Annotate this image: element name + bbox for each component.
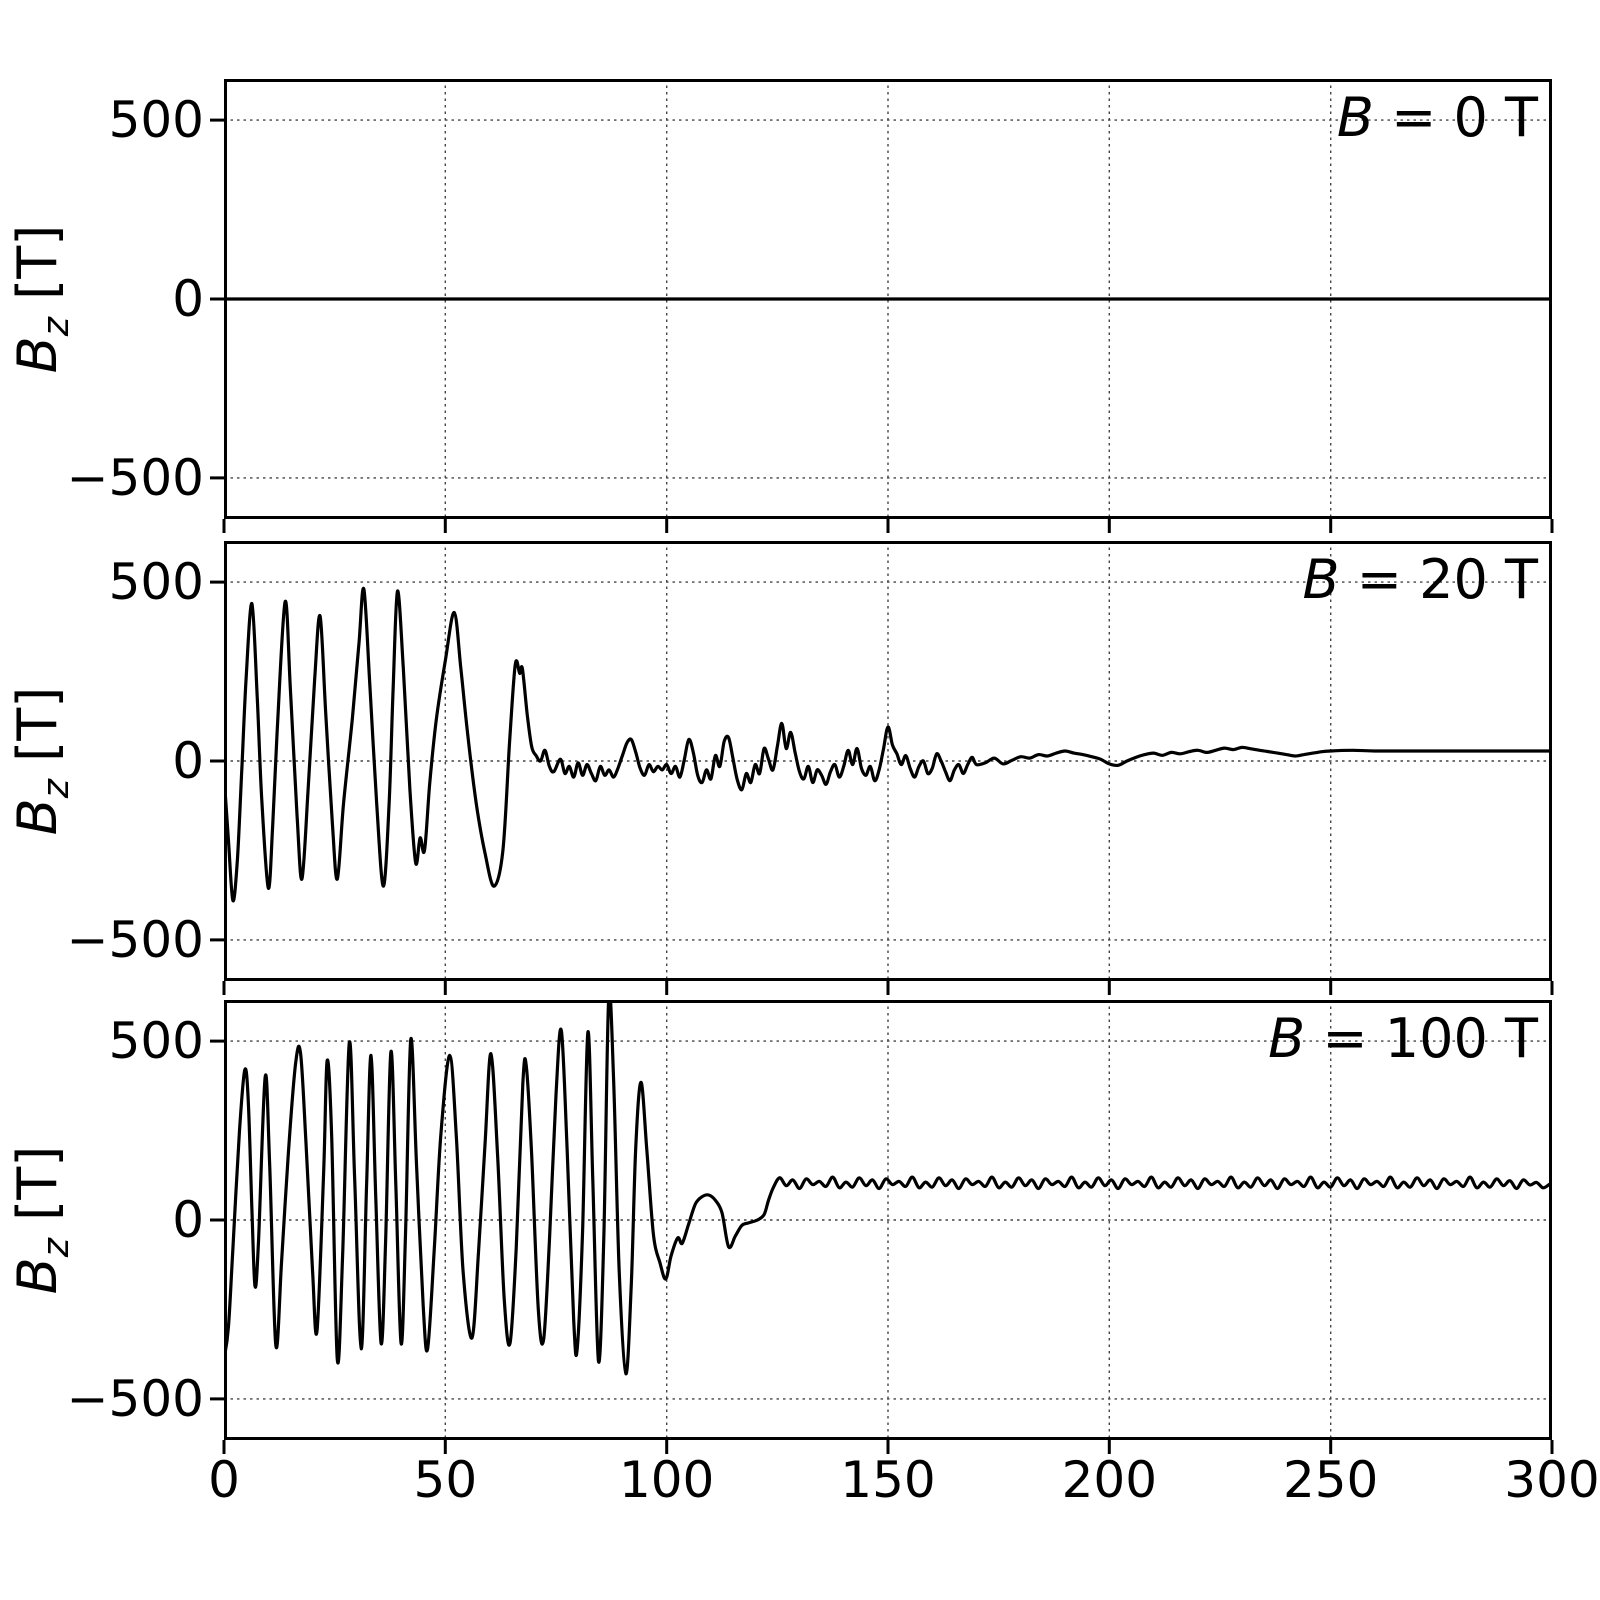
x-tick-label: 0 [208, 1451, 240, 1509]
annotation-text: = 0 T [1373, 86, 1538, 149]
panel-spines [224, 541, 1552, 981]
x-tick-label: 200 [1061, 1451, 1158, 1509]
panel-b100-plot [210, 1000, 1554, 1454]
y-tick-label: −500 [66, 910, 204, 969]
panel-b0-annotation: B = 0 T [1337, 89, 1538, 147]
y-tick-label: 500 [108, 91, 204, 150]
data-trace-2 [224, 1000, 1552, 1376]
panel-spines [224, 1000, 1552, 1440]
y-tick-label: 0 [172, 732, 204, 790]
y-tick-label: −500 [66, 1369, 204, 1428]
data-trace-1 [224, 586, 1552, 903]
y-tick-label: 500 [108, 1012, 204, 1071]
x-tick-label: 300 [1504, 1451, 1600, 1509]
x-tick-label: 100 [618, 1451, 715, 1509]
annotation-text: = 20 T [1339, 548, 1538, 611]
y-tick-label: 0 [172, 270, 204, 328]
annotation-symbol: B [1336, 86, 1374, 149]
panel-b0: B = 0 T [210, 79, 1554, 533]
panel-b20-annotation: B = 20 T [1303, 551, 1539, 609]
x-tick-label: 150 [840, 1451, 936, 1509]
panel-b20-plot [210, 541, 1554, 995]
y-tick-label: 500 [108, 553, 204, 612]
panel-b100: B = 100 T [210, 1000, 1554, 1454]
y-tick-label: 0 [172, 1191, 204, 1249]
x-tick-label: 250 [1282, 1451, 1379, 1509]
panel-b0-plot [210, 79, 1554, 533]
panel-b100-annotation: B = 100 T [1268, 1010, 1538, 1068]
annotation-symbol: B [1268, 1007, 1306, 1070]
annotation-symbol: B [1302, 548, 1340, 611]
y-tick-label: −500 [66, 448, 204, 507]
panel-spines [224, 79, 1552, 519]
annotation-text: = 100 T [1305, 1007, 1538, 1070]
panel-b20: B = 20 T [210, 541, 1554, 995]
x-tick-label: 50 [413, 1451, 478, 1509]
